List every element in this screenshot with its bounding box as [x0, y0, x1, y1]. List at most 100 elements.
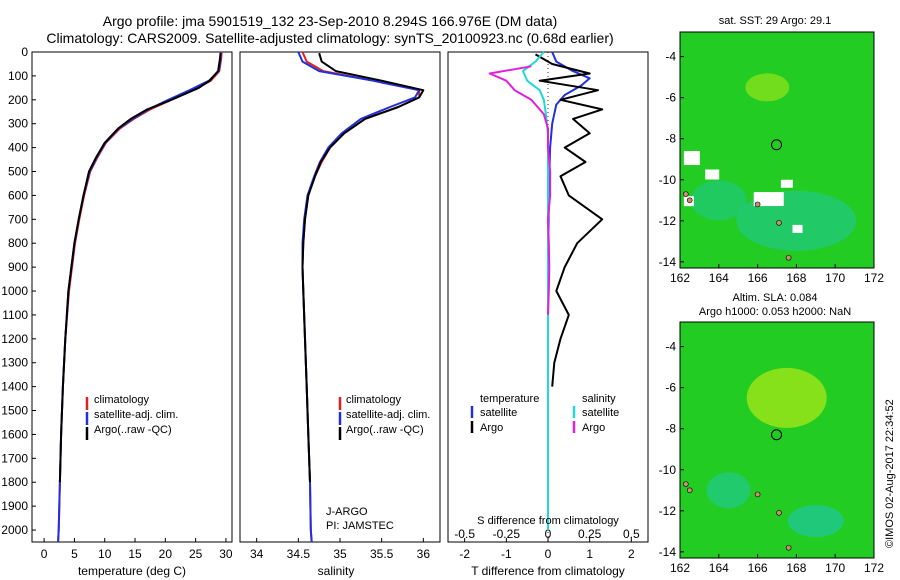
figure-title-line2: Climatology: CARS2009. Satellite-adjuste…: [46, 30, 613, 46]
depth-tick-label: 400: [8, 141, 28, 155]
lat-tick-label: -6: [665, 381, 676, 395]
x-tick-label: 1: [586, 547, 593, 561]
legend-climatology-label: climatology: [346, 394, 402, 406]
depth-tick-labels: 0 100 200 300 400 500 600 700 800 900 1000 1100 1200…: [1, 45, 36, 537]
island: [754, 491, 761, 498]
series-argo-raw-qc-: [58, 53, 222, 483]
high-sla-patch: [746, 367, 827, 428]
difference-panel: -2 -1 0 1 2 -0.5 -0.25 0 0.25 0.5 S difference f…: [447, 51, 649, 578]
legend-t-satellite-label: satellite: [480, 407, 517, 419]
pi-label: PI: JAMSTEC: [326, 520, 394, 532]
lon-tick-label: 172: [864, 561, 884, 575]
depth-tick-label: 1100: [2, 308, 28, 322]
x-tick-label: -2: [459, 547, 470, 561]
depth-tick-label: 1400: [1, 380, 28, 394]
salinity-panel: 34 34.5 35 35.5 36 salinity climatology sate…: [239, 51, 441, 578]
lat-tick-label: -4: [665, 340, 676, 354]
x-tick-label: 35: [333, 547, 347, 561]
lon-tick-label: 166: [748, 271, 768, 285]
depth-tick-label: 300: [8, 117, 28, 131]
lon-tick-label: 162: [670, 561, 690, 575]
legend-satellite-label: satellite-adj. clim.: [94, 409, 178, 421]
s-tick-label: -0.25: [493, 527, 521, 541]
temperature-tick-labels: 0 5 10 15 20 25 30: [41, 538, 233, 561]
legend-argo-label: Argo(..raw -QC): [94, 424, 172, 436]
imos-credit: ©IMOS 02-Aug-2017 22:34:52: [884, 399, 896, 548]
sla-map-frame: [679, 321, 875, 559]
depth-tick-label: 2000: [1, 523, 28, 537]
sst-map-lon-labels: 162 164 166 168 170 172: [670, 264, 884, 285]
series-temperature-argo: [535, 53, 604, 387]
sla-map-title-line1: Altim. SLA: 0.084: [733, 292, 818, 304]
legend-s-satellite-label: satellite: [582, 407, 619, 419]
sst-map-lat-labels: -4 -6 -8 -10 -12 -14: [659, 50, 684, 269]
lon-tick-label: 168: [786, 561, 806, 575]
x-tick-label: 34.5: [287, 547, 311, 561]
island: [785, 544, 792, 551]
x-tick-label: 30: [219, 547, 233, 561]
lat-tick-label: -12: [659, 504, 677, 518]
sst-map-field: [683, 73, 857, 261]
t-difference-tick-labels: -2 -1 0 1 2: [459, 538, 635, 561]
island: [686, 487, 693, 494]
x-tick-label: 0: [41, 547, 48, 561]
s-tick-label: 0.5: [623, 527, 640, 541]
lat-tick-label: -14: [659, 545, 677, 559]
temperature-profile-lines: [57, 51, 223, 543]
s-tick-label: -0.5: [454, 527, 475, 541]
lon-tick-label: 170: [825, 561, 845, 575]
cloud-gap: [792, 224, 803, 233]
legend-temperature-title: temperature: [480, 393, 539, 405]
x-tick-label: 5: [71, 547, 78, 561]
island: [683, 191, 689, 197]
temperature-axes-frame: [31, 51, 233, 543]
legend-t-argo-label: Argo: [480, 422, 503, 434]
sla-map-lat-labels: -4 -6 -8 -10 -12 -14: [659, 340, 684, 559]
legend-s-argo-label: Argo: [582, 422, 605, 434]
depth-tick-label: 1200: [1, 332, 28, 346]
lon-tick-label: 170: [825, 271, 845, 285]
s-difference-label: S difference from climatology: [477, 515, 619, 527]
lon-tick-label: 172: [864, 271, 884, 285]
s-tick-label: 0: [545, 527, 552, 541]
program-label: J-ARGO: [326, 506, 368, 518]
sla-map-lon-labels: 162 164 166 168 170 172: [670, 554, 884, 575]
sla-map-field: [683, 367, 844, 551]
salinity-profile-lines: [297, 51, 425, 543]
series-argo-raw-qc-: [301, 52, 425, 483]
legend-salinity-title: salinity: [582, 393, 616, 405]
warm-patch: [745, 73, 790, 102]
sst-map-title: sat. SST: 29 Argo: 29.1: [719, 15, 832, 27]
temperature-xlabel: temperature (deg C): [78, 564, 186, 578]
lat-tick-label: -10: [659, 463, 677, 477]
depth-tick-label: 0: [21, 45, 28, 59]
cool-patch: [690, 180, 747, 221]
lon-tick-label: 162: [670, 271, 690, 285]
x-tick-label: 35.5: [370, 547, 394, 561]
x-tick-label: 2: [628, 547, 635, 561]
depth-tick-label: 1800: [1, 475, 28, 489]
sla-map-title-line2: Argo h1000: 0.053 h2000: NaN: [699, 306, 851, 318]
x-tick-label: -1: [501, 547, 512, 561]
difference-legend: temperature satellite Argo salinity sate…: [470, 393, 619, 434]
depth-tick-label: 1000: [1, 284, 28, 298]
s-tick-label: 0.25: [578, 527, 602, 541]
depth-tick-label: 600: [8, 188, 28, 202]
island: [776, 220, 782, 226]
s-difference-tick-labels: -0.5 -0.25 0 0.25 0.5: [454, 527, 640, 541]
sla-map-panel: Altim. SLA: 0.084 Argo h1000: 0.053 h200…: [659, 292, 885, 575]
cloud-gap: [705, 169, 720, 180]
lon-tick-label: 164: [709, 271, 729, 285]
x-tick-label: 10: [98, 547, 112, 561]
cloud-gap: [780, 179, 793, 188]
legend-satellite-label: satellite-adj. clim.: [346, 409, 430, 421]
depth-tick-label: 700: [8, 212, 28, 226]
sst-map-frame: [679, 31, 875, 269]
lon-tick-label: 164: [709, 561, 729, 575]
figure-title-line1: Argo profile: jma 5901519_132 23-Sep-201…: [103, 13, 558, 29]
sla-map-argo-marker: [771, 429, 783, 441]
depth-tick-label: 1700: [1, 451, 28, 465]
lat-tick-label: -8: [665, 132, 676, 146]
salinity-axes-frame: [239, 51, 441, 543]
lat-tick-label: -12: [659, 214, 677, 228]
